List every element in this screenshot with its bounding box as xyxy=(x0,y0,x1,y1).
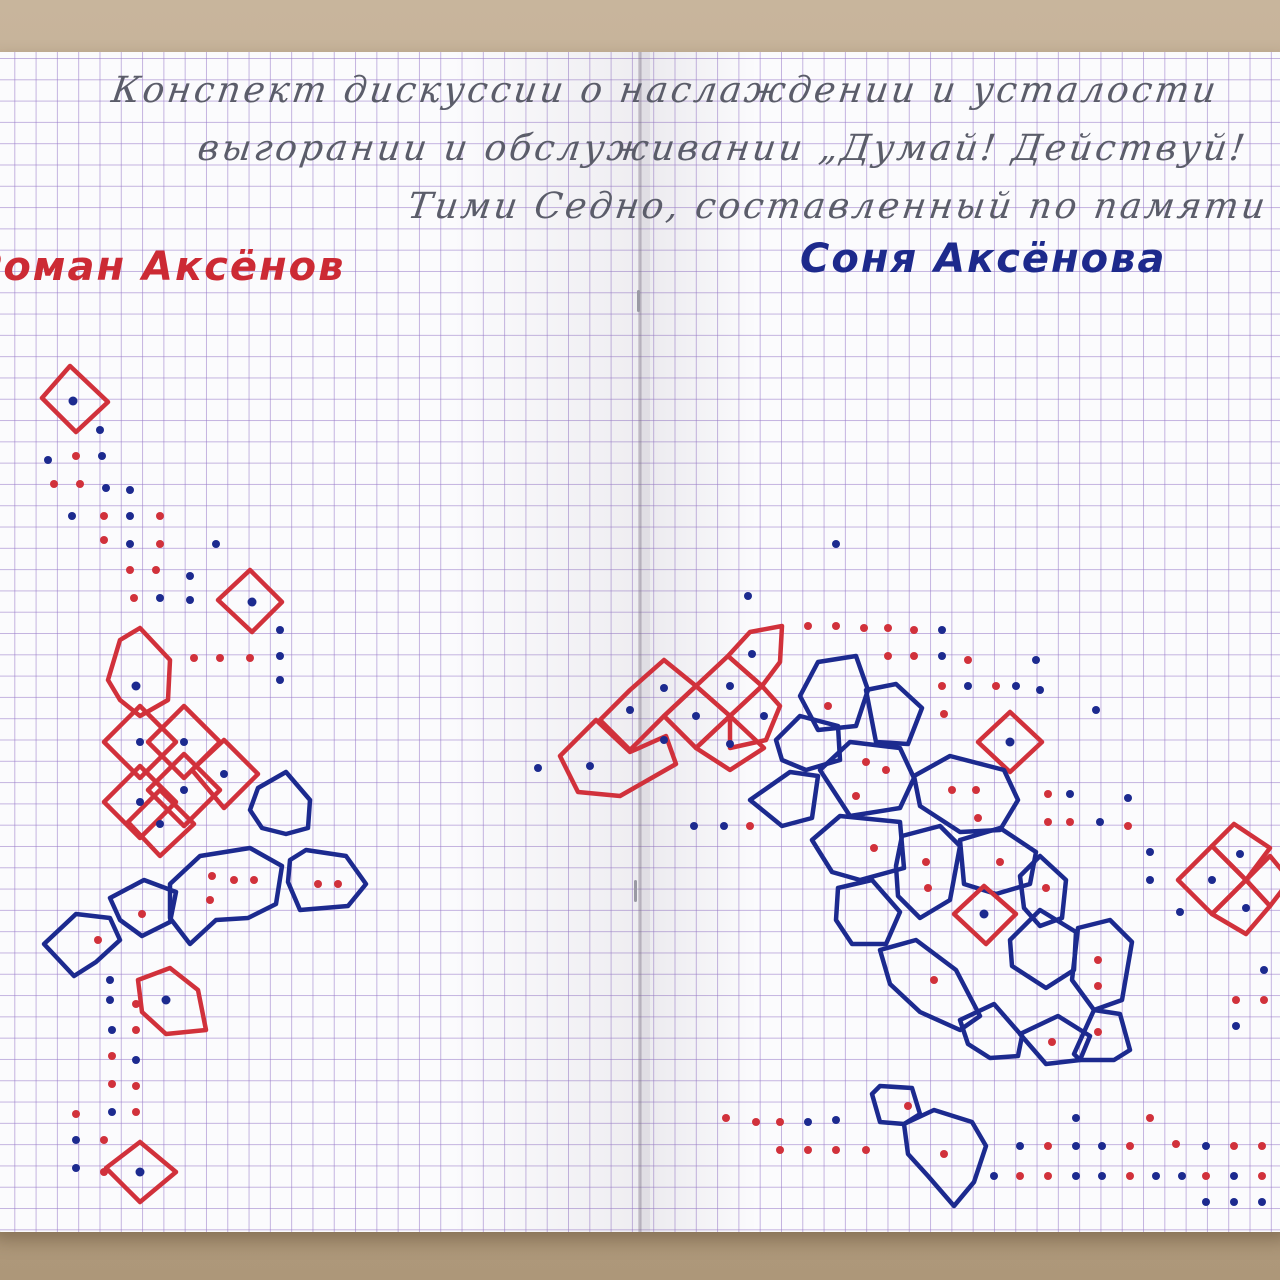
dot-trail-left xyxy=(44,426,284,1176)
notebook-spine xyxy=(638,52,642,1232)
author-name-left: Роман Аксёнов xyxy=(0,244,346,290)
blue-cells-left xyxy=(41,769,369,979)
grid-paper-notebook xyxy=(0,52,1280,1232)
red-lattice-edge xyxy=(1175,821,1280,937)
red-hex-shape xyxy=(135,965,209,1037)
red-diamond-shape xyxy=(975,709,1045,775)
red-hex-shape xyxy=(105,625,173,719)
right-page-drawing xyxy=(534,540,1280,1209)
blue-cell-cluster xyxy=(747,653,1135,1209)
author-name-right: Соня Аксёнова xyxy=(800,236,1167,282)
staple-top xyxy=(637,290,640,312)
red-lattice xyxy=(101,703,261,859)
red-diamond-shape xyxy=(39,363,111,435)
red-lattice-right xyxy=(557,623,785,799)
left-page-drawing xyxy=(39,363,369,1205)
staple-bottom xyxy=(634,880,637,902)
blue-dot xyxy=(247,597,257,607)
red-diamond-shape xyxy=(951,883,1019,947)
red-diamond-shape xyxy=(103,1139,179,1205)
dot-field-right xyxy=(534,540,1268,1206)
blue-dot xyxy=(68,396,78,406)
red-diamond-shape xyxy=(215,567,285,635)
